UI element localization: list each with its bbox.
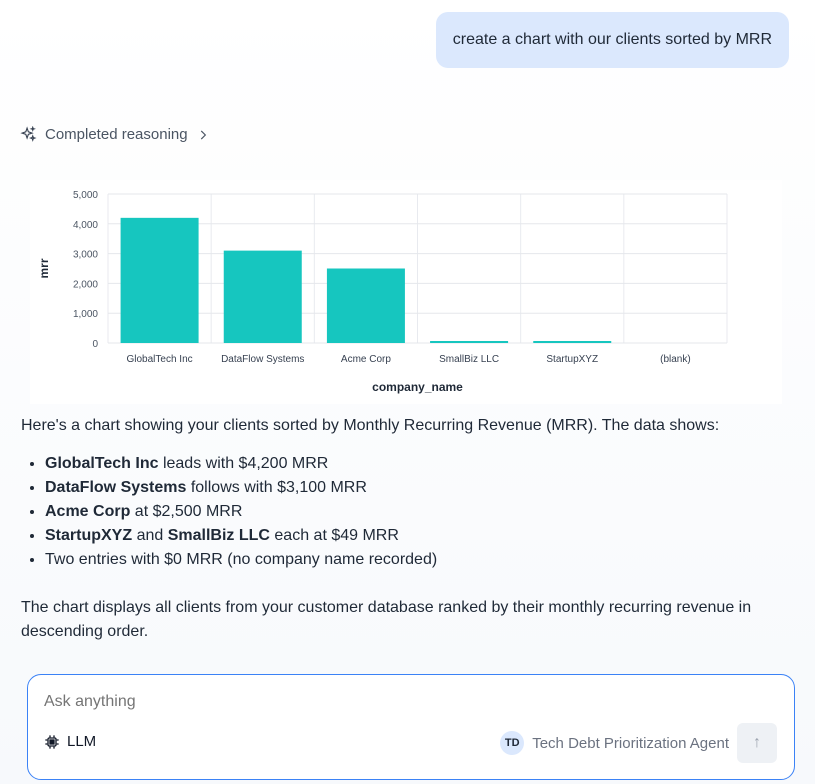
bar [430, 341, 509, 343]
chip-icon [45, 734, 59, 749]
chat-composer: LLM TD Tech Debt Prioritization Agent ↑ [27, 674, 795, 780]
list-item: Two entries with $0 MRR (no company name… [45, 548, 801, 572]
user-message: create a chart with our clients sorted b… [435, 12, 789, 68]
list-item: DataFlow Systems follows with $3,100 MRR [45, 476, 801, 500]
y-axis-label: mrr [37, 258, 51, 278]
agent-name: Tech Debt Prioritization Agent [532, 734, 729, 752]
bar [326, 268, 405, 343]
y-tick-label: 0 [92, 339, 98, 350]
y-tick-label: 1,000 [73, 309, 98, 320]
reasoning-label: Completed reasoning [45, 126, 188, 143]
list-item: GlobalTech Inc leads with $4,200 MRR [45, 452, 801, 476]
model-selector[interactable]: LLM [44, 733, 96, 750]
agent-avatar: TD [500, 731, 525, 755]
bar [223, 250, 302, 343]
y-tick-label: 2,000 [73, 279, 98, 290]
x-tick-label: GlobalTech Inc [127, 354, 193, 365]
mrr-bar-chart: 0 1,000 2,000 3,000 4,000 5,000 GlobalTech Inc… [30, 180, 782, 404]
list-item: StartupXYZ and SmallBiz LLC each at $49 … [45, 524, 801, 548]
y-tick-label: 5,000 [73, 190, 98, 201]
list-item: Acme Corp at $2,500 MRR [45, 500, 801, 524]
x-tick-label: StartupXYZ [546, 354, 598, 365]
chat-input[interactable] [44, 693, 744, 711]
sparkles-icon [20, 126, 37, 142]
x-tick-label: DataFlow Systems [221, 354, 304, 365]
response-bullets: GlobalTech Inc leads with $4,200 MRR Dat… [45, 452, 801, 572]
x-tick-label: (blank) [660, 354, 691, 365]
y-tick-label: 4,000 [73, 220, 98, 231]
send-button[interactable]: ↑ [737, 723, 777, 763]
assistant-response: Here's a chart showing your clients sort… [21, 414, 801, 644]
model-label: LLM [67, 733, 97, 750]
chevron-right-icon [200, 130, 206, 139]
y-tick-label: 3,000 [73, 250, 98, 261]
bar [120, 217, 199, 343]
agent-selector[interactable]: TD Tech Debt Prioritization Agent [500, 731, 729, 755]
x-axis-label: company_name [372, 380, 463, 394]
arrow-up-icon: ↑ [753, 734, 761, 751]
x-tick-label: SmallBiz LLC [439, 354, 499, 365]
response-intro: Here's a chart showing your clients sort… [21, 417, 720, 434]
response-outro: The chart displays all clients from your… [21, 599, 752, 640]
bar [533, 341, 612, 343]
x-tick-label: Acme Corp [341, 354, 391, 365]
reasoning-toggle[interactable]: Completed reasoning [20, 126, 210, 143]
